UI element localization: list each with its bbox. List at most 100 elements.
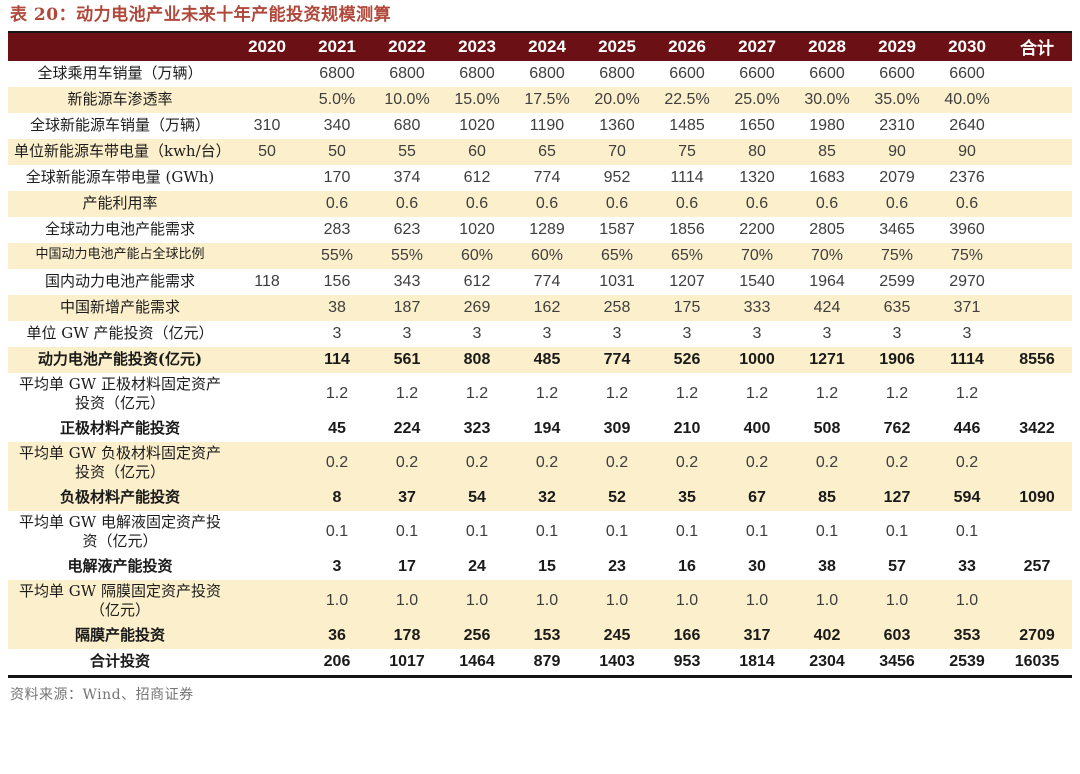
value-cell: 1031 [599, 272, 635, 290]
value-cell: 20.0% [594, 90, 640, 108]
value-cell: 1906 [879, 350, 915, 368]
table-title: 表 20：动力电池产业未来十年产能投资规模测算 [10, 5, 392, 25]
value-cell [232, 485, 302, 511]
header-year-cell: 2025 [598, 36, 636, 56]
row-label: 国内动力电池产能需求 [44, 272, 195, 291]
value-cell [1002, 61, 1072, 87]
value-cell: 6600 [809, 64, 845, 82]
value-cell: 1.2 [465, 385, 489, 403]
value-cell: 75 [678, 142, 696, 160]
value-cell: 680 [393, 116, 421, 134]
value-cell: 635 [883, 298, 911, 316]
row-label: 动力电池产能投资(亿元) [37, 350, 203, 369]
table-row: 全球新能源车带电量 (GWh) 170 374 612 774 952 1114 1320 16… [8, 164, 1072, 191]
row-label: 中国动力电池产能占全球比例 [35, 247, 205, 263]
row-label: 产能利用率 [82, 194, 158, 213]
value-cell: 1.2 [325, 385, 349, 403]
value-cell [1002, 113, 1072, 139]
value-cell: 55% [320, 246, 354, 264]
value-cell: 0.6 [395, 194, 419, 212]
value-cell: 0.1 [535, 523, 559, 541]
value-cell [232, 511, 302, 554]
value-cell: 774 [603, 350, 631, 368]
value-cell: 6800 [389, 64, 425, 82]
value-cell: 24 [468, 557, 486, 575]
table-row: 中国动力电池产能占全球比例 55% 55% 60% 60% 65% 65% 70% 70% 75%… [8, 242, 1072, 269]
value-cell: 0.1 [745, 523, 769, 541]
value-cell: 114 [324, 350, 350, 368]
value-cell: 35 [678, 488, 696, 506]
value-cell: 1000 [739, 350, 775, 368]
table-header: 2020 2021 2022 2023 2024 2025 2026 2027 2028 2029… [8, 31, 1072, 61]
value-cell: 774 [533, 272, 561, 290]
table-row: 全球新能源车销量（万辆） 310 340 680 1020 1190 1360 1485 165… [8, 112, 1072, 139]
value-cell: 60% [460, 246, 494, 264]
value-cell: 258 [603, 298, 631, 316]
value-cell: 1114 [950, 350, 984, 368]
value-cell [232, 649, 302, 677]
header-year-cell: 2022 [388, 36, 426, 56]
value-cell: 269 [463, 298, 491, 316]
value-cell [232, 442, 302, 485]
value-cell: 952 [603, 168, 631, 186]
value-cell: 0.1 [465, 523, 489, 541]
value-cell: 612 [463, 272, 491, 290]
value-cell: 40.0% [944, 90, 990, 108]
value-cell: 54 [468, 488, 486, 506]
header-year-cell: 2024 [528, 36, 566, 56]
value-cell [1002, 580, 1072, 623]
header-year-cell: 2023 [458, 36, 496, 56]
value-cell: 32 [538, 488, 556, 506]
table-row: 全球动力电池产能需求 283 623 1020 1289 1587 1856 2200 2805… [8, 216, 1072, 243]
value-cell [232, 416, 302, 442]
value-cell: 526 [673, 350, 701, 368]
value-cell: 2310 [879, 116, 915, 134]
value-cell: 45 [328, 419, 346, 437]
row-label: 全球乘用车销量（万辆） [37, 64, 203, 83]
value-cell: 1.0 [815, 592, 839, 610]
value-cell [1002, 191, 1072, 217]
value-cell: 156 [323, 272, 351, 290]
value-cell: 257 [1023, 557, 1051, 575]
value-cell: 65% [670, 246, 704, 264]
value-cell: 224 [393, 419, 421, 437]
value-cell: 0.6 [815, 194, 839, 212]
value-cell: 50 [328, 142, 346, 160]
value-cell: 0.6 [605, 194, 629, 212]
value-cell: 0.2 [465, 454, 489, 472]
table-row: 平均单 GW 电解液固定资产投资（亿元） 0.1 0.1 0.1 0.1 0.1 0.1 0.… [8, 510, 1072, 554]
header-year-cell: 2026 [668, 36, 706, 56]
value-cell: 15 [538, 557, 556, 575]
value-cell: 70% [810, 246, 844, 264]
value-cell: 3 [822, 324, 832, 342]
value-cell: 0.2 [325, 454, 349, 472]
table-row: 单位 GW 产能投资（亿元） 3 3 3 3 3 3 3 3 3 3 [8, 320, 1072, 347]
value-cell [232, 580, 302, 623]
value-cell: 1271 [809, 350, 845, 368]
value-cell: 10.0% [384, 90, 430, 108]
table-row: 正极材料产能投资 45 224 323 194 309 210 400 508 762 446 342… [8, 415, 1072, 442]
value-cell: 1090 [1019, 488, 1055, 506]
value-cell: 1814 [739, 652, 775, 670]
value-cell: 343 [393, 272, 421, 290]
row-label: 单位 GW 产能投资（亿元） [26, 324, 214, 343]
value-cell: 85 [818, 142, 836, 160]
value-cell: 70 [608, 142, 626, 160]
table-row: 合计投资 206 1017 1464 879 1403 953 1814 2304 3456 253… [8, 648, 1072, 677]
value-cell: 1856 [669, 220, 705, 238]
value-cell: 8 [332, 488, 342, 506]
value-cell: 317 [743, 626, 771, 644]
value-cell: 50 [258, 142, 276, 160]
value-cell [1002, 165, 1072, 191]
value-cell: 1020 [459, 220, 495, 238]
value-cell: 1540 [739, 272, 775, 290]
row-label: 正极材料产能投资 [59, 419, 180, 438]
header-year-cell: 2021 [318, 36, 356, 56]
value-cell: 0.6 [535, 194, 559, 212]
value-cell: 2709 [1019, 626, 1055, 644]
value-cell: 6800 [529, 64, 565, 82]
value-cell: 0.6 [745, 194, 769, 212]
value-cell: 2970 [949, 272, 985, 290]
value-cell: 1403 [599, 652, 635, 670]
value-cell: 309 [603, 419, 631, 437]
